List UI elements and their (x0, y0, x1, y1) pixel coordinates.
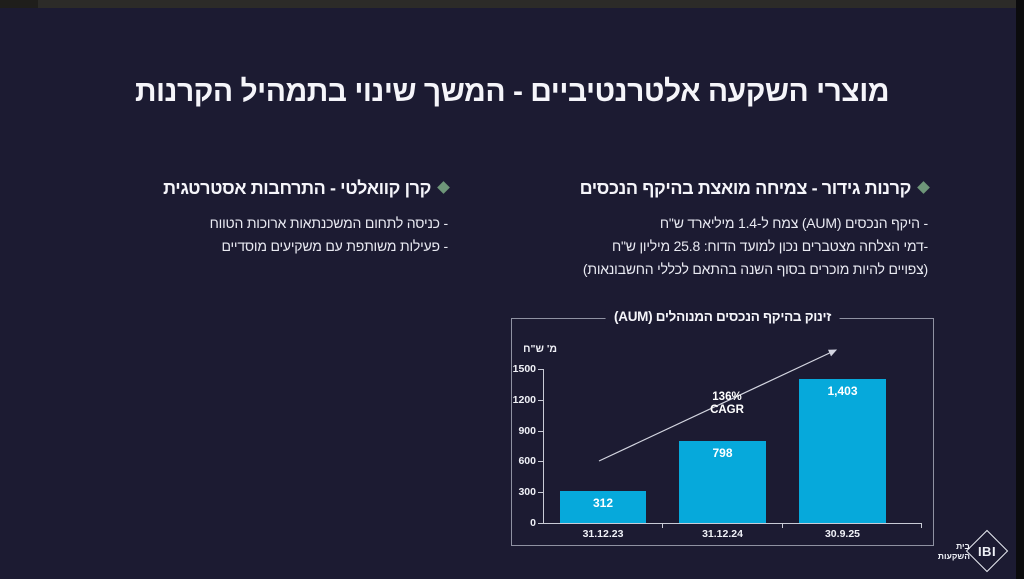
hedge-funds-heading-text: קרנות גידור - צמיחה מואצת בהיקף הנכסים (579, 178, 912, 198)
chart-title: זינוק בהיקף הנכסים המנוהלים (AUM) (605, 309, 840, 324)
ibi-logo-text: בית השקעות (937, 541, 970, 561)
y-axis-line (543, 369, 544, 524)
hedge-funds-body: - היקף הנכסים (AUM) צמח ל-1.4 מיליארד ש"… (458, 212, 928, 281)
diamond-bullet-icon (437, 181, 450, 194)
section-hedge-funds: קרנות גידור - צמיחה מואצת בהיקף הנכסים -… (458, 178, 930, 281)
cagr-text: CAGR (710, 403, 744, 416)
trend-arrow (598, 349, 838, 462)
bar-value-label: 1,403 (827, 384, 858, 398)
bullet-line: - היקף הנכסים (AUM) צמח ל-1.4 מיליארד ש"… (659, 215, 928, 231)
bar-value-label: 312 (592, 496, 614, 510)
ibi-logo: בית השקעות IBI (938, 528, 1010, 574)
ibi-logo-diamond: IBI (964, 528, 1010, 574)
y-tick-label: 600 (518, 455, 536, 467)
slide-title: מוצרי השקעה אלטרנטיביים - המשך שינוי בתמ… (134, 75, 890, 108)
x-tick (921, 523, 922, 528)
cagr-annotation: 136% CAGR (700, 391, 754, 416)
ibi-logo-letters: IBI (977, 543, 997, 559)
y-tick-label: 1200 (512, 394, 536, 406)
y-tick-label: 0 (530, 517, 536, 529)
quality-fund-body: - כניסה לתחום המשכנתאות ארוכות הטווח - פ… (48, 212, 449, 258)
y-tick (538, 400, 543, 401)
x-category-label: 31.12.24 (702, 528, 743, 540)
quality-fund-heading-text: קרן קוואלטי - התרחבות אסטרטגית (163, 178, 431, 198)
bar-2025: 1,403 (799, 379, 886, 523)
window-top-bar-tab (0, 0, 38, 8)
bar-2024: 798 (679, 441, 766, 523)
cagr-percent: 136% (712, 391, 742, 403)
y-axis-unit-label: מ' ש"ח (523, 343, 557, 355)
bullet-line: - פעילות משותפת עם משקיעים מוסדיים (221, 238, 448, 254)
x-category-label: 31.12.23 (582, 528, 624, 540)
x-axis-line (543, 523, 921, 524)
aum-bar-chart: זינוק בהיקף הנכסים המנוהלים (AUM) מ' ש"ח… (511, 309, 934, 546)
y-tick (538, 431, 543, 432)
x-tick (662, 523, 663, 528)
y-tick (538, 523, 543, 524)
y-tick-label: 300 (518, 486, 536, 498)
diamond-bullet-icon (917, 181, 930, 194)
x-category-label: 30.9.25 (824, 528, 861, 540)
y-tick (538, 492, 543, 493)
window-top-bar (0, 0, 1024, 8)
section-quality-fund: קרן קוואלטי - התרחבות אסטרטגית - כניסה ל… (48, 178, 450, 258)
y-tick (538, 461, 543, 462)
y-tick (538, 369, 543, 370)
x-tick (782, 523, 783, 528)
bullet-line: - כניסה לתחום המשכנתאות ארוכות הטווח (209, 215, 449, 231)
right-edge-strip (1016, 0, 1024, 579)
bar-value-label: 798 (712, 446, 733, 460)
quality-fund-heading: קרן קוואלטי - התרחבות אסטרטגית (48, 178, 450, 199)
y-tick-label: 1500 (512, 363, 536, 375)
bar-2023: 312 (560, 491, 646, 523)
hedge-funds-heading: קרנות גידור - צמיחה מואצת בהיקף הנכסים (458, 178, 930, 199)
bullet-line: (צפויים להיות מוכרים בסוף השנה בהתאם לכל… (582, 261, 928, 277)
bullet-line: -דמי הצלחה מצטברים נכון למועד הדוח: 25.8… (612, 238, 928, 254)
y-tick-label: 900 (518, 425, 536, 437)
